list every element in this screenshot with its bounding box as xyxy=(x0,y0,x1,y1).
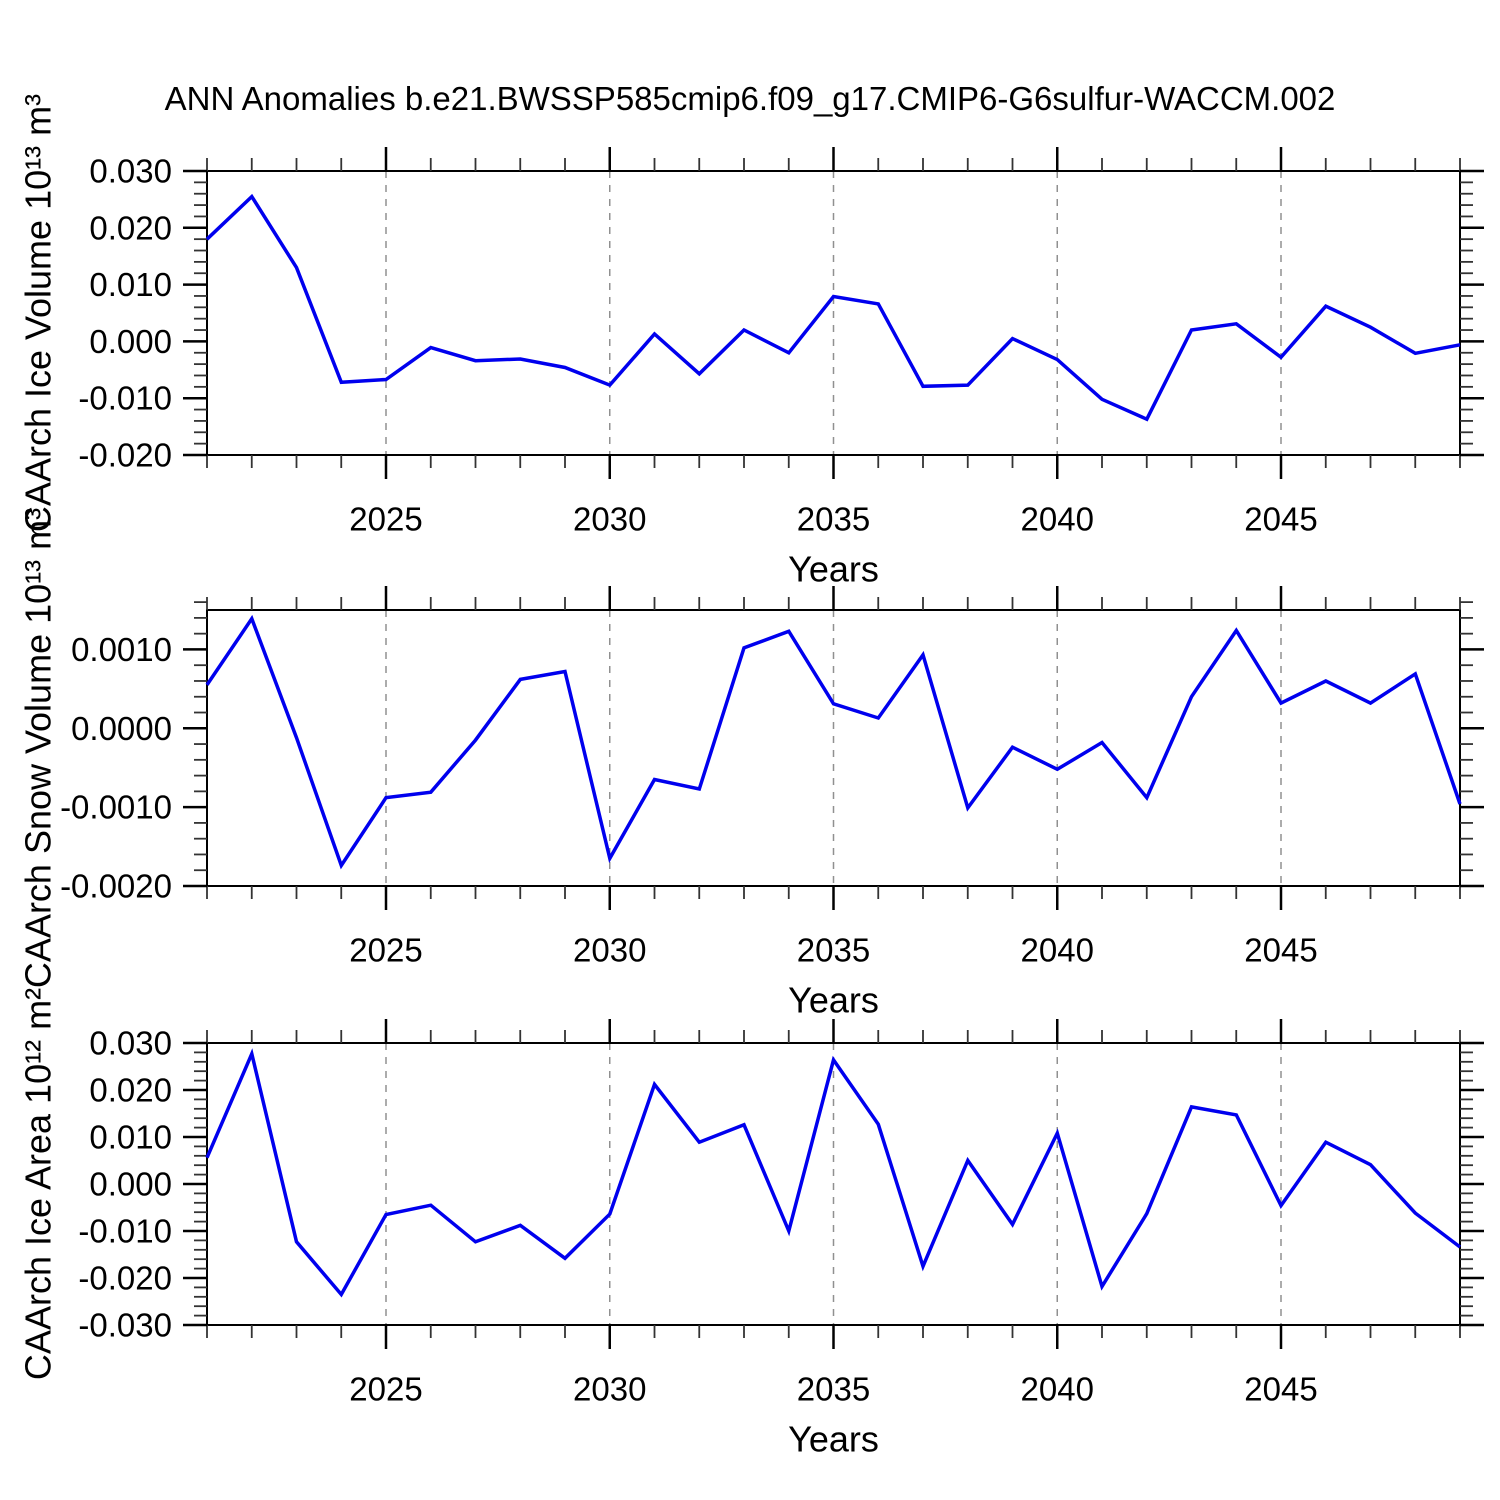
panel-ice-area: 0.030 0.020 0.010 0.000 -0.010 -0.020 -0.030 20… xyxy=(18,988,1484,1460)
data-series-line xyxy=(205,193,1461,422)
x-tick-label: 2025 xyxy=(349,932,422,969)
x-tick-label: 2045 xyxy=(1244,501,1317,538)
y-axis-title: CAArch Snow Volume 10¹³ m³ xyxy=(18,508,59,988)
y-tick-label: 0.000 xyxy=(89,1166,172,1203)
y-tick-label: 0.0010 xyxy=(71,631,172,668)
y-tick-label: 0.000 xyxy=(89,323,172,360)
chart-title: ANN Anomalies b.e21.BWSSP585cmip6.f09_g1… xyxy=(164,80,1336,117)
x-tick-label: 2045 xyxy=(1244,1371,1317,1408)
x-tick-label: 2040 xyxy=(1021,1371,1094,1408)
y-tick-label: 0.0000 xyxy=(71,710,172,747)
x-tick-label: 2045 xyxy=(1244,932,1317,969)
y-tick-label: -0.030 xyxy=(78,1307,172,1344)
x-axis-title: Years xyxy=(788,1419,879,1460)
x-axis-title: Years xyxy=(788,980,879,1021)
y-axis-title: CAArch Ice Volume 10¹³ m³ xyxy=(18,94,59,532)
y-axis-title: CAArch Ice Area 10¹² m² xyxy=(18,988,59,1380)
y-tick-label: 0.010 xyxy=(89,1119,172,1156)
y-tick-label: -0.010 xyxy=(78,380,172,417)
y-tick-label: 0.030 xyxy=(89,153,172,190)
x-tick-label: 2030 xyxy=(573,932,646,969)
x-tick-label: 2035 xyxy=(797,1371,870,1408)
y-tick-label: -0.020 xyxy=(78,1260,172,1297)
x-tick-label: 2025 xyxy=(349,1371,422,1408)
data-series-line xyxy=(205,1048,1462,1298)
x-tick-label: 2035 xyxy=(797,932,870,969)
x-tick-label: 2040 xyxy=(1021,501,1094,538)
panel-snow-volume: 0.0010 0.0000 -0.0010 -0.0020 2025 2030 2035 20… xyxy=(18,508,1484,1021)
plot-frame xyxy=(206,609,1461,887)
x-tick-label: 2030 xyxy=(573,501,646,538)
y-tick-label: 0.010 xyxy=(89,266,172,303)
x-tick-label: 2025 xyxy=(349,501,422,538)
y-tick-label: -0.0020 xyxy=(60,868,172,905)
x-axis-title: Years xyxy=(788,549,879,590)
panel-ice-volume: 0.030 0.020 0.010 0.000 -0.010 -0.020 2025 2030… xyxy=(18,94,1484,590)
data-series-line xyxy=(205,614,1462,870)
x-tick-label: 2035 xyxy=(797,501,870,538)
x-tick-label: 2040 xyxy=(1021,932,1094,969)
y-tick-label: 0.030 xyxy=(89,1025,172,1062)
x-tick-label: 2030 xyxy=(573,1371,646,1408)
y-tick-label: -0.020 xyxy=(78,437,172,474)
y-tick-label: 0.020 xyxy=(89,1072,172,1109)
y-tick-label: -0.010 xyxy=(78,1213,172,1250)
y-tick-label: 0.020 xyxy=(89,209,172,246)
y-tick-label: -0.0010 xyxy=(60,789,172,826)
